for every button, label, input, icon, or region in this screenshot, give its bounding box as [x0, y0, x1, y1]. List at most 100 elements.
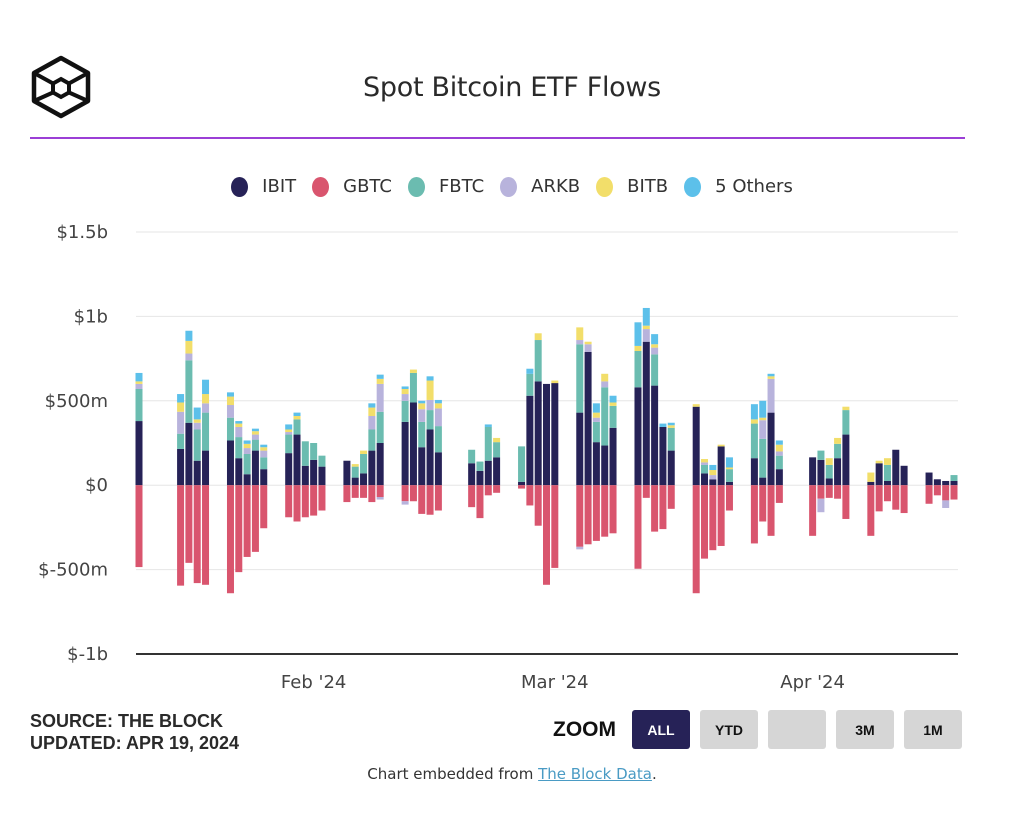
bar-segment-bitb[interactable]	[293, 415, 301, 420]
bar-segment-ibit[interactable]	[368, 450, 376, 486]
bar-segment-ibit[interactable]	[226, 440, 234, 486]
bar-segment-arkb-outflow[interactable]	[942, 500, 950, 508]
bar-segment-ibit[interactable]	[817, 459, 825, 486]
bar-segment-gbtc[interactable]	[376, 485, 384, 498]
bar-segment-gbtc[interactable]	[892, 485, 900, 510]
bar-segment-arkb[interactable]	[418, 409, 426, 422]
bar-segment-5-others[interactable]	[243, 440, 251, 444]
bar-segment-bitb[interactable]	[251, 431, 259, 435]
bar-segment-fbtc[interactable]	[409, 372, 417, 403]
bar-segment-bitb[interactable]	[235, 423, 243, 427]
bar-segment-bitb[interactable]	[759, 417, 767, 421]
bar-segment-ibit[interactable]	[925, 472, 933, 486]
bar-segment-ibit[interactable]	[493, 457, 501, 486]
bar-segment-arkb[interactable]	[775, 451, 783, 456]
legend-item-fbtc[interactable]: FBTC	[407, 176, 484, 197]
bar-segment-bitb[interactable]	[775, 444, 783, 452]
bar-segment-ibit[interactable]	[651, 385, 659, 486]
bar-segment-5-others[interactable]	[193, 407, 201, 420]
bar-segment-fbtc[interactable]	[576, 344, 584, 413]
bar-segment-bitb[interactable]	[351, 464, 359, 467]
bar-segment-gbtc[interactable]	[285, 485, 293, 518]
bar-segment-arkb[interactable]	[285, 432, 293, 435]
bar-segment-bitb[interactable]	[409, 369, 417, 373]
bar-segment-ibit[interactable]	[609, 427, 617, 486]
bar-segment-fbtc[interactable]	[725, 469, 733, 482]
bar-segment-5-others[interactable]	[418, 400, 426, 404]
bar-segment-5-others[interactable]	[651, 334, 659, 345]
bar-segment-ibit[interactable]	[601, 445, 609, 486]
bar-segment-bitb[interactable]	[376, 378, 384, 384]
bar-segment-gbtc[interactable]	[709, 485, 717, 551]
bar-segment-arkb[interactable]	[576, 340, 584, 345]
bar-segment-5-others[interactable]	[484, 424, 492, 427]
bar-segment-bitb[interactable]	[493, 437, 501, 443]
bar-segment-bitb[interactable]	[243, 443, 251, 449]
bar-segment-arkb[interactable]	[701, 462, 709, 465]
bar-segment-gbtc[interactable]	[692, 485, 700, 594]
bar-segment-ibit[interactable]	[825, 478, 833, 486]
bar-segment-gbtc[interactable]	[942, 485, 950, 501]
bar-segment-ibit[interactable]	[360, 473, 368, 486]
bar-segment-bitb[interactable]	[426, 380, 434, 400]
bar-segment-gbtc[interactable]	[426, 485, 434, 515]
legend-item-gbtc[interactable]: GBTC	[312, 176, 392, 197]
bar-segment-gbtc[interactable]	[817, 485, 825, 499]
bar-segment-ibit[interactable]	[301, 465, 309, 486]
bar-segment-ibit[interactable]	[701, 473, 709, 486]
bar-segment-5-others[interactable]	[202, 379, 210, 395]
bar-segment-gbtc[interactable]	[925, 485, 933, 504]
bar-segment-ibit[interactable]	[725, 481, 733, 486]
bar-segment-fbtc[interactable]	[434, 426, 442, 453]
bar-segment-gbtc[interactable]	[401, 485, 409, 502]
bar-segment-bitb[interactable]	[226, 396, 234, 406]
bar-segment-bitb[interactable]	[368, 407, 376, 416]
bar-segment-arkb[interactable]	[177, 411, 185, 434]
bar-segment-ibit[interactable]	[293, 434, 301, 486]
bar-segment-bitb[interactable]	[717, 444, 725, 447]
bar-segment-gbtc[interactable]	[351, 485, 359, 498]
bar-segment-arkb-outflow[interactable]	[817, 498, 825, 513]
bar-segment-gbtc[interactable]	[651, 485, 659, 532]
bar-segment-arkb[interactable]	[226, 405, 234, 418]
bar-segment-ibit[interactable]	[310, 459, 318, 486]
bar-segment-gbtc[interactable]	[584, 485, 592, 545]
bar-segment-fbtc[interactable]	[235, 437, 243, 459]
bar-segment-ibit[interactable]	[534, 381, 542, 486]
bar-segment-5-others[interactable]	[185, 330, 193, 341]
bar-segment-arkb-outflow[interactable]	[376, 497, 384, 500]
bar-segment-fbtc[interactable]	[251, 439, 259, 451]
bar-segment-bitb[interactable]	[692, 404, 700, 407]
bar-segment-fbtc[interactable]	[534, 340, 542, 382]
bar-segment-arkb-outflow[interactable]	[576, 546, 584, 550]
bar-segment-bitb[interactable]	[202, 394, 210, 404]
bar-segment-gbtc[interactable]	[518, 485, 526, 489]
bar-segment-ibit[interactable]	[401, 421, 409, 486]
bar-segment-ibit[interactable]	[376, 443, 384, 486]
bar-segment-ibit[interactable]	[634, 387, 642, 486]
bar-segment-gbtc[interactable]	[343, 485, 351, 503]
bar-segment-ibit[interactable]	[434, 452, 442, 486]
bar-segment-bitb[interactable]	[177, 402, 185, 412]
bar-segment-5-others[interactable]	[609, 395, 617, 403]
bar-segment-gbtc[interactable]	[409, 485, 417, 502]
bar-segment-bitb[interactable]	[534, 333, 542, 341]
bar-segment-5-others[interactable]	[709, 464, 717, 471]
bar-segment-bitb[interactable]	[834, 437, 842, 444]
zoom-3m-button[interactable]: 3M	[836, 710, 894, 749]
bar-segment-fbtc[interactable]	[493, 442, 501, 458]
bar-segment-arkb[interactable]	[651, 347, 659, 355]
bar-segment-gbtc[interactable]	[900, 485, 908, 514]
bar-segment-ibit[interactable]	[343, 460, 351, 486]
bar-segment-ibit[interactable]	[775, 469, 783, 486]
bar-segment-5-others[interactable]	[750, 404, 758, 420]
bar-segment-5-others[interactable]	[434, 399, 442, 404]
bar-segment-gbtc[interactable]	[177, 485, 185, 586]
bar-segment-gbtc[interactable]	[202, 485, 210, 585]
bar-segment-arkb-outflow[interactable]	[401, 501, 409, 505]
bar-segment-5-others[interactable]	[251, 428, 259, 432]
bar-segment-fbtc[interactable]	[950, 475, 958, 481]
bar-segment-5-others[interactable]	[667, 422, 675, 426]
bar-segment-fbtc[interactable]	[825, 464, 833, 479]
bar-segment-ibit[interactable]	[942, 480, 950, 486]
